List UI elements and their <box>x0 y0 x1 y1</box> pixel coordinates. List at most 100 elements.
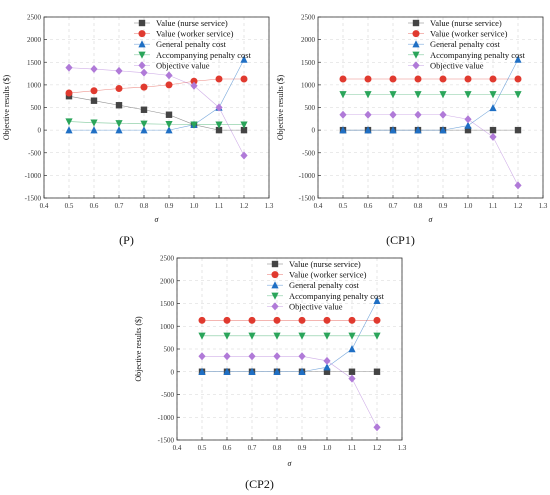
y-tick-label: 0 <box>312 127 316 135</box>
x-tick-label: 0.9 <box>439 202 448 210</box>
data-point <box>298 352 306 361</box>
legend-marker <box>138 30 146 38</box>
y-tick-label: -500 <box>28 149 41 157</box>
legend-entry-2: Value (worker service) <box>430 29 508 39</box>
x-tick-label: 0.6 <box>364 202 373 210</box>
panel-caption: (CP1) <box>386 233 415 247</box>
data-point <box>140 68 148 77</box>
data-point <box>248 332 256 340</box>
data-point <box>240 151 248 160</box>
y-tick-label: 500 <box>31 104 42 112</box>
series-line-3 <box>202 300 378 373</box>
data-point <box>248 352 256 361</box>
y-tick-label: -1500 <box>299 195 316 203</box>
data-point <box>90 97 98 104</box>
data-point <box>323 316 331 324</box>
data-point <box>298 316 306 324</box>
panel-caption: (P) <box>119 233 134 247</box>
data-point <box>323 368 331 375</box>
data-point <box>439 110 447 119</box>
data-point <box>215 75 223 83</box>
data-point <box>389 126 397 134</box>
y-tick-label: -500 <box>302 149 315 157</box>
data-point <box>198 316 206 324</box>
y-tick-label: 2000 <box>160 277 175 285</box>
data-point <box>339 110 347 119</box>
x-tick-label: 0.5 <box>65 202 74 210</box>
data-point <box>364 110 372 119</box>
series-line-2 <box>68 78 244 94</box>
data-point <box>489 126 497 134</box>
data-point <box>240 75 248 83</box>
x-tick-label: 0.7 <box>248 444 257 452</box>
data-point <box>115 126 123 134</box>
data-point <box>339 75 347 83</box>
x-tick-label: 1.3 <box>539 202 548 210</box>
legend-marker <box>412 51 420 59</box>
data-point <box>90 87 98 95</box>
y-axis-label: Objective results ($) <box>2 75 11 141</box>
data-point <box>348 332 356 340</box>
x-tick-label: 0.7 <box>115 202 124 210</box>
legend-entry-2: Value (worker service) <box>289 270 367 280</box>
data-point <box>348 316 356 324</box>
data-point <box>364 75 372 83</box>
data-point <box>414 126 422 134</box>
x-tick-label: 0.4 <box>173 444 182 452</box>
data-point <box>65 63 73 72</box>
legend-marker <box>138 61 146 70</box>
series-line-5 <box>68 67 245 156</box>
data-point <box>373 368 381 375</box>
legend-entry-1: Value (nurse service) <box>430 18 502 28</box>
data-point <box>323 363 331 371</box>
chart-panel-2: -1500 -1000 -500 0 500 1000 1500 2000 2500 0.4 0.5… <box>276 14 548 248</box>
y-tick-label: 500 <box>164 346 175 354</box>
legend-marker <box>271 260 279 268</box>
data-point <box>90 119 98 127</box>
data-point <box>273 316 281 324</box>
data-point <box>439 75 447 83</box>
data-point <box>298 332 306 340</box>
y-tick-label: 1000 <box>160 323 175 331</box>
data-point <box>140 126 148 134</box>
y-tick-label: 2500 <box>27 14 42 22</box>
legend-entry-4: Accompanying penalty cost <box>289 291 385 301</box>
series-line-5 <box>343 114 519 186</box>
y-tick-label: 2500 <box>160 255 175 263</box>
data-point <box>165 81 173 89</box>
y-tick-label: 2000 <box>27 36 42 44</box>
data-point <box>165 121 173 129</box>
data-point <box>190 77 198 85</box>
x-tick-label: 1.1 <box>215 202 224 210</box>
data-point <box>140 120 148 128</box>
data-point <box>489 75 497 83</box>
legend-marker <box>271 271 279 279</box>
x-tick-label: 0.9 <box>298 444 307 452</box>
y-tick-label: 0 <box>171 368 175 376</box>
x-axis-label: σ <box>288 459 293 468</box>
data-point <box>190 81 198 90</box>
data-point <box>464 115 472 124</box>
data-point <box>514 91 522 99</box>
data-point <box>489 132 497 141</box>
legend-marker <box>138 40 146 48</box>
data-point <box>90 126 98 134</box>
y-tick-label: -500 <box>161 391 174 399</box>
data-point <box>65 89 73 97</box>
data-point <box>323 356 331 365</box>
data-point <box>364 126 372 134</box>
data-point <box>65 126 73 134</box>
data-point <box>215 126 223 134</box>
data-point <box>464 121 472 129</box>
x-tick-label: 0.6 <box>223 444 232 452</box>
x-tick-label: 0.8 <box>273 444 282 452</box>
chart-panel-3: -1500 -1000 -500 0 500 1000 1500 2000 2500 0.4 0.5… <box>134 255 407 492</box>
y-tick-label: 1000 <box>301 81 316 89</box>
data-point <box>464 126 472 134</box>
data-point <box>165 111 173 118</box>
data-point <box>514 55 522 63</box>
x-tick-label: 1.3 <box>265 202 274 210</box>
data-point <box>373 332 381 340</box>
x-tick-label: 0.8 <box>414 202 423 210</box>
x-tick-label: 0.9 <box>165 202 174 210</box>
